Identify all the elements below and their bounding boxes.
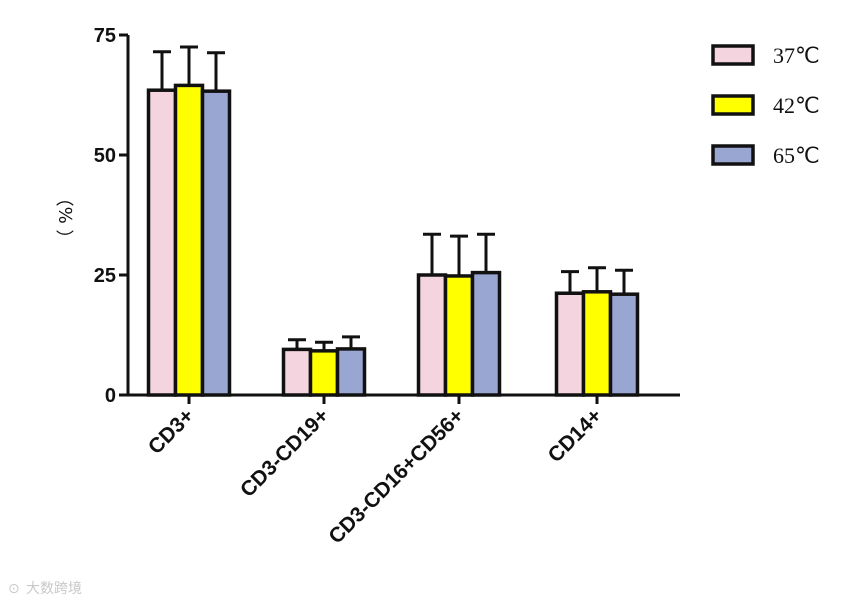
bar [200, 89, 232, 397]
y-tick-label: 75 [94, 25, 116, 47]
legend-label: 37℃ [773, 43, 820, 68]
category-label: CD3-CD19+ [236, 404, 334, 502]
bar [608, 292, 640, 397]
y-ticks: 0 25 50 75 [94, 25, 128, 407]
watermark: ⊙ 大数跨境 [8, 581, 82, 597]
watermark-text: 大数跨境 [26, 581, 82, 597]
bar [581, 290, 613, 397]
legend-swatch [711, 44, 755, 66]
bar [443, 274, 475, 397]
legend-label: 65℃ [773, 143, 820, 168]
y-tick-label: 0 [105, 385, 116, 407]
category-label: CD3+ [144, 404, 199, 459]
bar [173, 83, 205, 397]
legend-label: 42℃ [773, 93, 820, 118]
bars [146, 45, 640, 397]
legend: 37℃ 42℃ 65℃ [711, 43, 820, 168]
bar [470, 270, 502, 397]
bar [335, 347, 367, 397]
y-axis-label: （ %） [56, 189, 77, 248]
legend-swatch [711, 94, 755, 116]
category-labels: CD3+ CD3-CD19+CD3-CD16+CD56+ CD14+ [144, 395, 607, 548]
category-label: CD14+ [544, 404, 607, 467]
watermark-logo: ⊙ [8, 581, 20, 597]
bar [146, 88, 178, 397]
bar [281, 347, 313, 397]
y-tick-label: 25 [94, 265, 116, 287]
bar [416, 273, 448, 397]
bar [554, 291, 586, 397]
legend-swatch [711, 144, 755, 166]
category-label: CD3-CD16+CD56+ [324, 404, 468, 548]
bar [308, 349, 340, 397]
y-tick-label: 50 [94, 145, 116, 167]
